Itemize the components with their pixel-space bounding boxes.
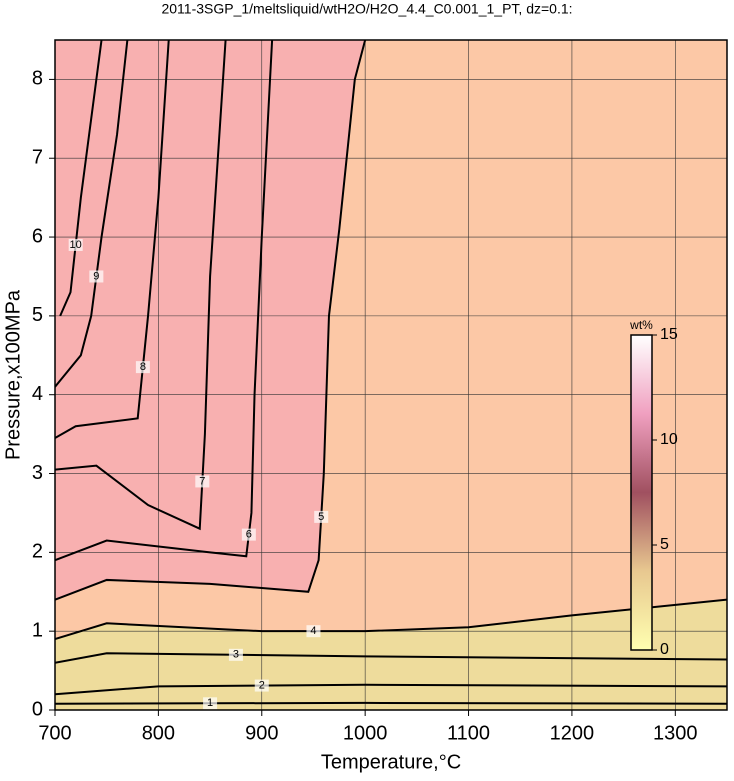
contour-line	[59, 40, 103, 317]
y-tick-label: 7	[32, 147, 43, 169]
x-tick-label: 800	[142, 722, 175, 744]
colorbar-tick-label: 15	[660, 326, 678, 343]
contour-label-bg	[68, 238, 83, 251]
x-tick-label: 1200	[550, 722, 595, 744]
y-tick-label: 0	[32, 698, 43, 720]
contour-label: 9	[93, 270, 99, 282]
contour-label-bg	[314, 510, 329, 523]
contour-label-bg	[135, 361, 150, 374]
y-tick-label: 4	[32, 383, 43, 405]
contour-label-bg	[89, 270, 104, 283]
x-tick-label: 1000	[343, 722, 388, 744]
contour-label: 6	[246, 529, 252, 541]
y-tick-label: 2	[32, 541, 43, 563]
chart-title: 2011-3SGP_1/meltsliquid/wtH2O/H2O_4.4_C0…	[161, 1, 572, 17]
colorbar-tick-label: 5	[660, 536, 669, 553]
y-tick-label: 6	[32, 225, 43, 247]
y-tick-label: 5	[32, 304, 43, 326]
y-tick-label: 3	[32, 462, 43, 484]
contour-label: 5	[318, 511, 324, 523]
contour-label: 8	[140, 361, 146, 373]
contour-label: 4	[310, 625, 316, 637]
contour-line	[55, 701, 727, 705]
dry-region	[55, 599, 727, 710]
x-tick-label: 1300	[653, 722, 698, 744]
x-tick-label: 700	[38, 722, 71, 744]
colorbar-tick-label: 10	[660, 431, 678, 448]
contour-label-bg	[241, 528, 256, 541]
contour-label-bg	[195, 475, 210, 488]
contour-label-bg	[228, 648, 243, 661]
colorbar-label: wt%	[629, 318, 653, 332]
contour-label-bg	[203, 697, 218, 710]
contour-label: 1	[207, 697, 213, 709]
contour-label: 10	[70, 239, 82, 251]
colorbar-tick-label: 0	[660, 641, 669, 658]
contour-label: 3	[233, 649, 239, 661]
y-tick-label: 1	[32, 619, 43, 641]
y-tick-label: 8	[32, 68, 43, 90]
contour-label-bg	[254, 679, 269, 692]
x-axis-label: Temperature,°C	[321, 751, 461, 773]
y-axis-label: Pressure,x100MPa	[2, 289, 24, 460]
plot: 1 2 3 4 5 6 7 8 9 10	[55, 40, 727, 710]
plot-frame	[54, 39, 728, 711]
contour-label: 7	[199, 475, 205, 487]
contour-label: 2	[259, 679, 265, 691]
wet-region	[55, 40, 366, 600]
contour-label-bg	[306, 625, 321, 638]
x-tick-label: 1100	[447, 722, 490, 744]
contour-line	[55, 598, 727, 641]
colorbar	[630, 334, 653, 651]
x-tick-label: 900	[245, 722, 278, 744]
